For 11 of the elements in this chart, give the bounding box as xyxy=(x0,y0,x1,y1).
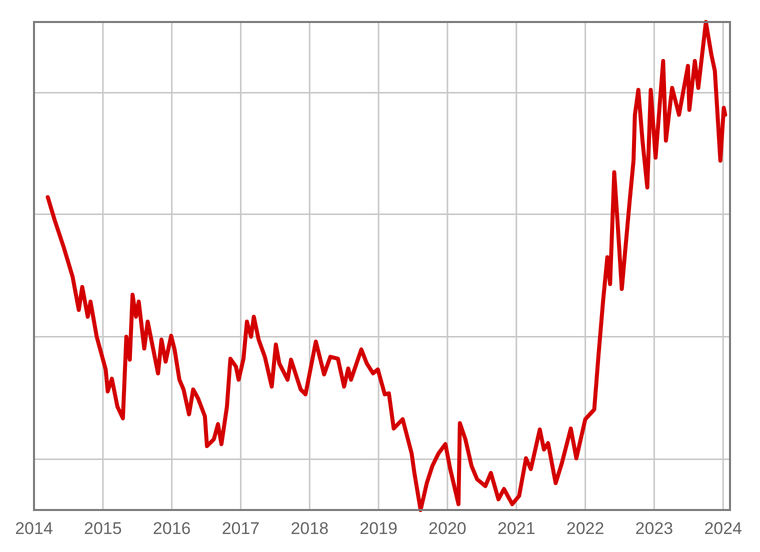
x-tick-label: 2018 xyxy=(290,519,329,538)
x-tick-label: 2019 xyxy=(360,519,398,538)
x-tick-label: 2020 xyxy=(428,519,466,538)
x-tick-label: 2016 xyxy=(152,519,191,538)
x-tick-label: 2021 xyxy=(497,519,536,538)
x-tick-label: 2022 xyxy=(566,519,604,538)
x-tick-label: 2017 xyxy=(222,519,260,538)
x-tick-label: 2014 xyxy=(15,519,53,538)
x-tick-label: 2024 xyxy=(704,519,742,538)
x-tick-label: 2015 xyxy=(84,519,122,538)
x-tick-label: 2023 xyxy=(635,519,674,538)
